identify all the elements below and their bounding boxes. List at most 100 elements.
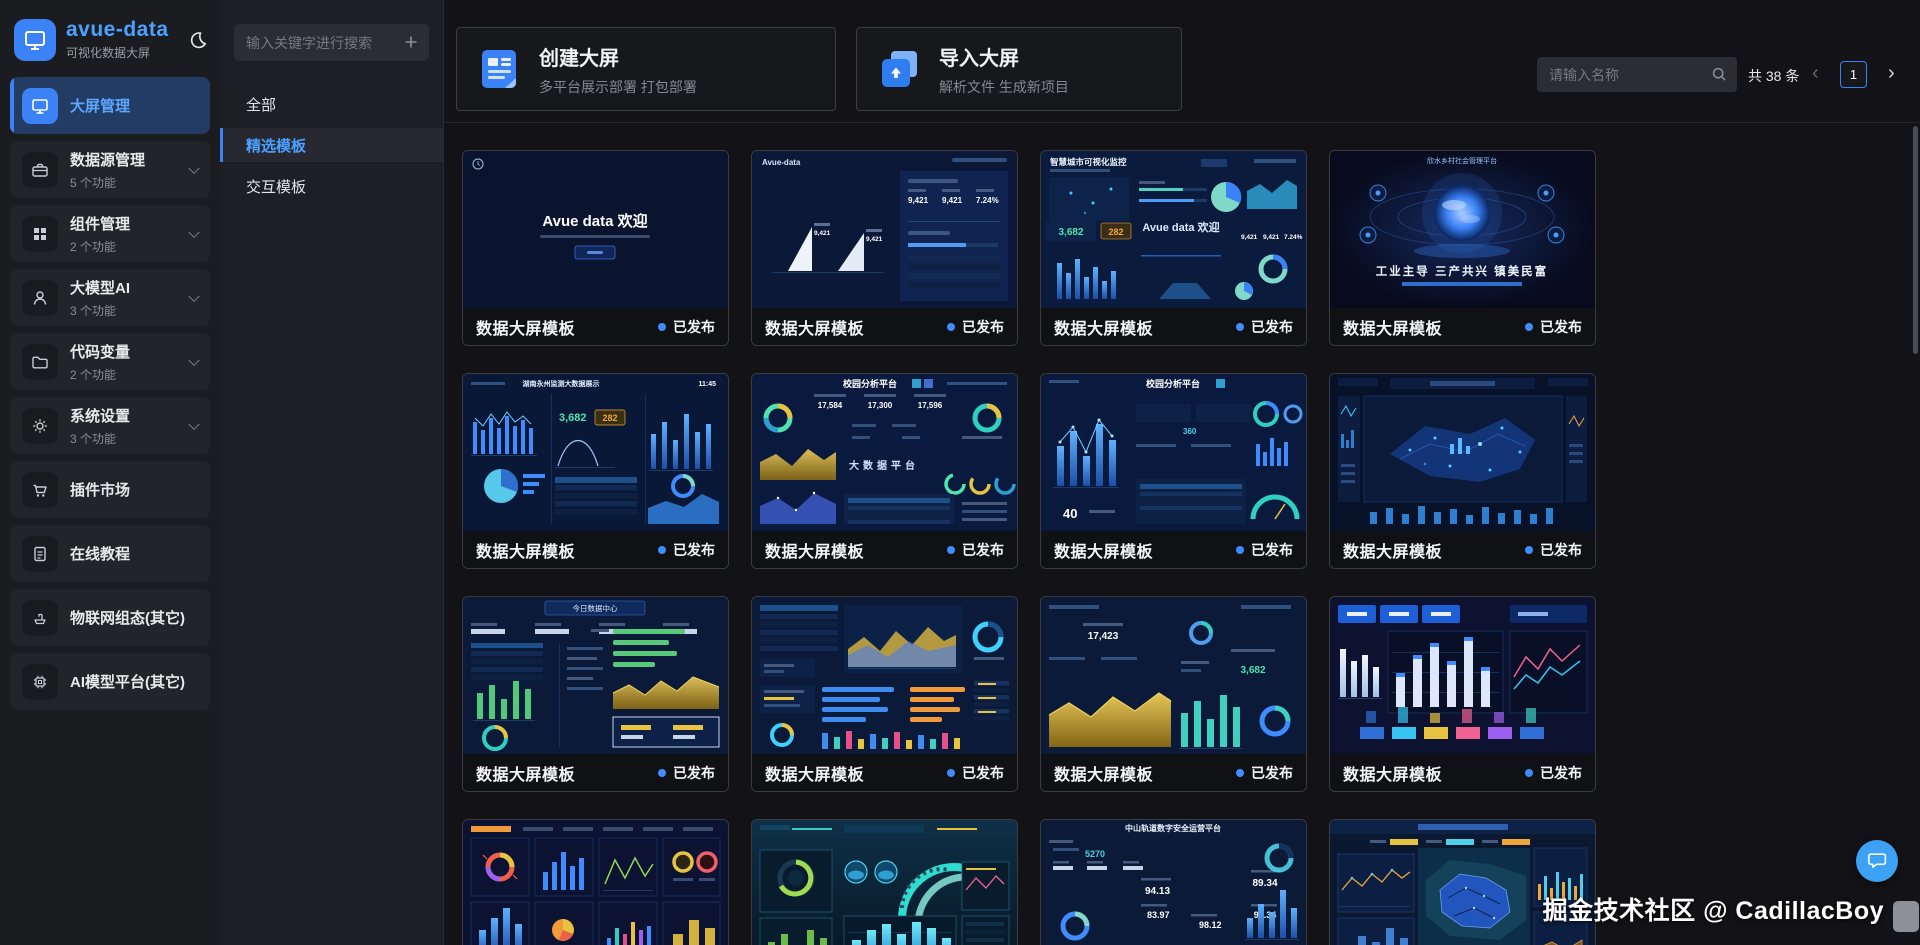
- template-card[interactable]: 数据大屏模板 已发布: [751, 596, 1018, 792]
- template-card[interactable]: [1329, 819, 1596, 945]
- svg-text:9,421: 9,421: [1263, 234, 1280, 241]
- card-status: 已发布: [1236, 317, 1293, 337]
- template-card[interactable]: Avue data 欢迎 数据大屏模板 已发布: [462, 150, 729, 346]
- sidebar-item-screen-manage[interactable]: 大屏管理: [10, 77, 210, 134]
- svg-text:Avue data 欢迎: Avue data 欢迎: [1142, 220, 1219, 234]
- svg-text:282: 282: [1108, 227, 1123, 237]
- svg-text:Avue data 欢迎: Avue data 欢迎: [542, 212, 647, 230]
- card-footer: 数据大屏模板 已发布: [1041, 308, 1306, 345]
- scroll-top-button[interactable]: [1893, 901, 1919, 932]
- template-card[interactable]: 数据大屏模板 已发布: [1329, 596, 1596, 792]
- card-footer: 数据大屏模板 已发布: [463, 531, 728, 568]
- card-footer: 数据大屏模板 已发布: [1330, 308, 1595, 345]
- sidebar-item-label: 在线教程: [70, 546, 131, 563]
- sidebar-item-plugin-market[interactable]: 插件市场: [10, 461, 210, 518]
- template-card[interactable]: [462, 819, 729, 945]
- card-status: 已发布: [658, 540, 715, 560]
- card-status: 已发布: [947, 763, 1004, 783]
- tab-interactive-templates[interactable]: 交互模板: [246, 178, 307, 196]
- sidebar-item-ai-platform[interactable]: AI模型平台(其它): [10, 653, 210, 710]
- chat-button[interactable]: [1856, 840, 1898, 882]
- svg-text:282: 282: [602, 413, 617, 423]
- search-icon[interactable]: [1711, 66, 1728, 83]
- template-thumbnail: [752, 820, 1017, 945]
- gear-icon: [22, 407, 58, 444]
- card-status: 已发布: [947, 540, 1004, 560]
- create-screen-button[interactable]: 创建大屏 多平台展示部署 打包部署: [456, 27, 836, 111]
- status-dot: [1525, 545, 1533, 554]
- template-card[interactable]: [751, 819, 1018, 945]
- create-screen-subtitle: 多平台展示部署 打包部署: [539, 78, 697, 95]
- template-thumbnail: 今日数据中心: [463, 597, 728, 754]
- template-thumbnail: [1330, 374, 1595, 531]
- category-panel: 全部 精选模板 交互模板: [220, 0, 444, 945]
- sidebar-item-code-vars[interactable]: 代码变量 2 个功能: [10, 333, 210, 390]
- status-dot: [1236, 545, 1244, 554]
- sidebar-item-iot[interactable]: 物联网组态(其它): [10, 589, 210, 646]
- template-thumbnail: 欣水乡村社会管理平台 工业主导 三产共兴 镇美民富: [1330, 151, 1595, 308]
- app-subtitle: 可视化数据大屏: [66, 46, 151, 60]
- template-card[interactable]: 湖南永州监测大数据展示 11:45 3,682 282 数据大屏模板 已发布: [462, 373, 729, 569]
- template-card[interactable]: 中山轨道数字安全运营平台 5270 94.13 89.34 83.97 98.1…: [1040, 819, 1307, 945]
- svg-text:17,300: 17,300: [868, 401, 893, 410]
- card-footer: 数据大屏模板 已发布: [1330, 754, 1595, 791]
- import-screen-icon: [882, 51, 917, 87]
- name-search: [1537, 57, 1737, 92]
- svg-text:40: 40: [1063, 506, 1077, 521]
- template-card[interactable]: 数据大屏模板 已发布: [1329, 373, 1596, 569]
- import-screen-button[interactable]: 导入大屏 解析文件 生成新项目: [856, 27, 1182, 111]
- template-card[interactable]: 今日数据中心 数据大屏模板 已发布: [462, 596, 729, 792]
- svg-text:大数据平台: 大数据平台: [849, 459, 919, 472]
- sidebar-item-components[interactable]: 组件管理 2 个功能: [10, 205, 210, 262]
- template-card[interactable]: 智慧城市可视化监控 9,421 9,421 7.24% 3,682 282 Av…: [1040, 150, 1307, 346]
- svg-text:校园分析平台: 校园分析平台: [843, 378, 897, 389]
- sidebar-item-label: 系统设置: [70, 407, 131, 425]
- grid-icon: [22, 215, 58, 252]
- sidebar-item-tutorial[interactable]: 在线教程: [10, 525, 210, 582]
- monitor-icon: [25, 30, 45, 50]
- category-search-input[interactable]: [234, 24, 429, 61]
- card-status: 已发布: [1525, 317, 1582, 337]
- chevron-down-icon: [188, 162, 200, 174]
- theme-toggle-moon-icon[interactable]: [188, 30, 208, 50]
- svg-text:94.13: 94.13: [1145, 886, 1170, 897]
- svg-text:89.34: 89.34: [1252, 878, 1277, 889]
- card-status: 已发布: [947, 317, 1004, 337]
- card-title: 数据大屏模板: [476, 766, 576, 784]
- template-card[interactable]: Avue-data 9,421 9,421 7.24% 9,421 9,421 …: [751, 150, 1018, 346]
- svg-text:17,423: 17,423: [1088, 631, 1119, 642]
- template-thumbnail: [1330, 820, 1595, 945]
- sidebar-item-label: 物联网组态(其它): [70, 610, 185, 627]
- sidebar-item-sub: 2 个功能: [70, 239, 117, 254]
- card-footer: 数据大屏模板 已发布: [1330, 531, 1595, 568]
- sidebar-item-settings[interactable]: 系统设置 3 个功能: [10, 397, 210, 454]
- create-screen-icon: [482, 50, 516, 88]
- template-card[interactable]: 校园分析平台 17,584 17,300 17,596 大数据平台 数据大屏模板…: [751, 373, 1018, 569]
- template-thumbnail: 校园分析平台 40 360: [1041, 374, 1306, 531]
- tab-featured-templates[interactable]: 精选模板: [220, 128, 443, 162]
- template-thumbnail: 17,423 3,682: [1041, 597, 1306, 754]
- card-footer: 数据大屏模板 已发布: [463, 754, 728, 791]
- template-card[interactable]: 欣水乡村社会管理平台 工业主导 三产共兴 镇美民富 数据大屏模板 已发布: [1329, 150, 1596, 346]
- sidebar-item-label: 组件管理: [70, 215, 131, 233]
- card-title: 数据大屏模板: [1343, 543, 1443, 561]
- svg-text:今日数据中心: 今日数据中心: [573, 603, 618, 613]
- add-category-plus-icon[interactable]: [402, 33, 420, 51]
- status-dot: [658, 545, 666, 554]
- sidebar-item-sub: 3 个功能: [70, 431, 117, 446]
- pagination-page-1[interactable]: 1: [1840, 61, 1867, 88]
- card-footer: 数据大屏模板 已发布: [463, 308, 728, 345]
- pagination-next-icon[interactable]: ›: [1888, 62, 1895, 84]
- pagination-prev-icon[interactable]: ‹: [1812, 62, 1819, 84]
- sidebar-item-datasource[interactable]: 数据源管理 5 个功能: [10, 141, 210, 198]
- sidebar-item-label: 数据源管理: [70, 151, 146, 169]
- card-title: 数据大屏模板: [476, 543, 576, 561]
- scrollbar-thumb[interactable]: [1913, 126, 1918, 354]
- svg-text:11:45: 11:45: [698, 381, 716, 388]
- template-card[interactable]: 校园分析平台 40 360 数据大屏模板 已发布: [1040, 373, 1307, 569]
- card-title: 数据大屏模板: [1054, 766, 1154, 784]
- template-card[interactable]: 17,423 3,682 数据大屏模板 已发布: [1040, 596, 1307, 792]
- tab-all[interactable]: 全部: [246, 96, 277, 114]
- name-search-input[interactable]: [1537, 57, 1737, 92]
- sidebar-item-ai-model[interactable]: 大模型AI 3 个功能: [10, 269, 210, 326]
